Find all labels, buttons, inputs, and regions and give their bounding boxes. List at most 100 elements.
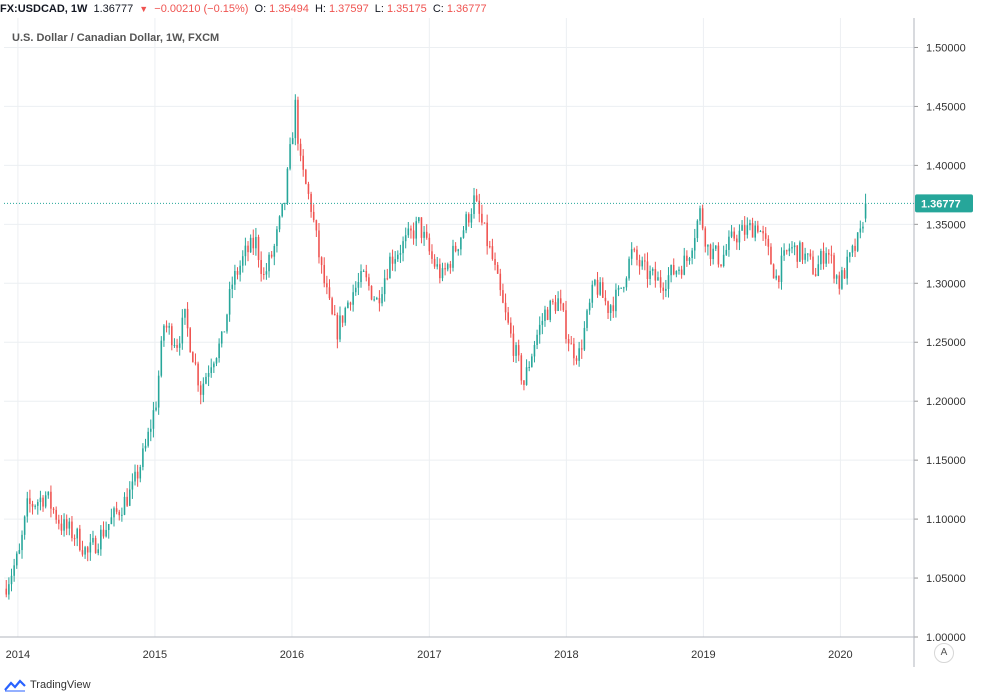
candle-body <box>218 343 220 359</box>
candle-body <box>420 217 423 238</box>
candle-body <box>52 508 55 510</box>
candle-body <box>391 256 394 264</box>
candle-body <box>686 255 688 261</box>
candle-body <box>23 516 26 535</box>
candle-body <box>507 312 509 323</box>
candle-body <box>10 575 13 585</box>
candle-body <box>699 208 701 221</box>
candle-body <box>389 256 391 279</box>
candle-body <box>822 251 825 264</box>
candle-body <box>397 254 399 260</box>
candle-body <box>657 277 659 281</box>
candle-body <box>394 259 396 264</box>
candle-body <box>788 248 791 252</box>
candle-body <box>207 373 210 377</box>
candle-body <box>255 236 257 249</box>
candle-body <box>231 284 234 290</box>
candle-body <box>13 565 15 576</box>
price-chart[interactable]: 1.50000 1.45000 1.40000 1.35000 1.30000 1.250… <box>0 18 986 676</box>
candle-body <box>736 238 738 243</box>
candle-body <box>541 320 544 325</box>
candle-body <box>780 255 783 282</box>
candle-body <box>184 308 186 318</box>
candle-body <box>365 270 368 278</box>
candle-body <box>609 305 612 313</box>
candle-body <box>785 250 788 252</box>
candle-body <box>717 245 720 265</box>
candle-body <box>118 511 121 516</box>
candle-body <box>362 270 365 272</box>
candle-body <box>473 195 475 215</box>
candle-body <box>50 491 52 509</box>
candle-body <box>701 208 704 229</box>
candle-body <box>496 264 499 274</box>
candle-body <box>630 249 633 259</box>
candle-body <box>536 334 538 346</box>
candle-body <box>165 325 168 328</box>
tradingview-footer[interactable]: TradingView <box>4 676 91 694</box>
candle-body <box>762 231 764 234</box>
candle-body <box>265 271 268 275</box>
candle-body <box>378 298 381 304</box>
candle-body <box>759 231 762 233</box>
symbol-label[interactable]: FX:USDCAD, 1W <box>0 3 88 15</box>
candle-body <box>502 290 504 303</box>
candle-body <box>333 313 336 316</box>
candle-body <box>244 245 247 257</box>
candle-body <box>381 294 383 304</box>
candle-body <box>126 496 128 506</box>
candle-body <box>588 302 591 311</box>
candle-body <box>636 249 638 260</box>
candle-body <box>123 496 126 515</box>
candle-body <box>79 528 81 551</box>
high-label: H: <box>314 3 326 15</box>
candle-body <box>73 538 76 540</box>
candle-body <box>262 274 265 276</box>
candle-body <box>510 322 512 334</box>
candle-body <box>368 277 370 286</box>
candle-body <box>15 553 18 566</box>
candle-body <box>210 367 213 374</box>
candle-body <box>757 225 759 232</box>
candle-body <box>352 292 354 305</box>
candle-body <box>302 155 304 170</box>
candle-body <box>838 275 841 289</box>
candle-body <box>134 471 136 482</box>
candle-body <box>678 269 680 272</box>
candle-body <box>63 519 65 531</box>
candle-body <box>121 514 123 516</box>
candle-body <box>44 495 47 507</box>
candle-body <box>567 339 570 344</box>
candle-body <box>573 343 575 359</box>
candle-body <box>128 489 131 506</box>
y-tick-label: 1.10000 <box>926 514 966 526</box>
candle-body <box>625 278 628 288</box>
candle-body <box>270 254 273 257</box>
candle-body <box>517 345 520 356</box>
candle-body <box>8 584 10 595</box>
candle-body <box>638 259 641 267</box>
candle-body <box>491 246 494 259</box>
candle-body <box>672 264 675 275</box>
candle-body <box>383 278 386 295</box>
candle-body <box>662 287 665 291</box>
candle-body <box>163 325 165 341</box>
candle-body <box>554 302 557 311</box>
candle-body <box>696 220 699 239</box>
candle-body <box>71 521 73 539</box>
candle-body <box>286 168 289 203</box>
candle-body <box>294 99 297 139</box>
candle-body <box>152 410 155 429</box>
auto-scale-button[interactable]: A <box>934 643 954 663</box>
candle-body <box>654 269 657 281</box>
candle-body <box>835 275 838 279</box>
candle-body <box>772 264 775 279</box>
candle-body <box>827 253 830 255</box>
candle-body <box>830 254 833 256</box>
candle-body <box>268 254 270 272</box>
y-tick-label: 1.40000 <box>926 160 966 172</box>
candle-body <box>257 236 260 261</box>
candle-body <box>620 287 622 289</box>
candle-body <box>115 508 118 512</box>
candle-body <box>646 261 649 280</box>
